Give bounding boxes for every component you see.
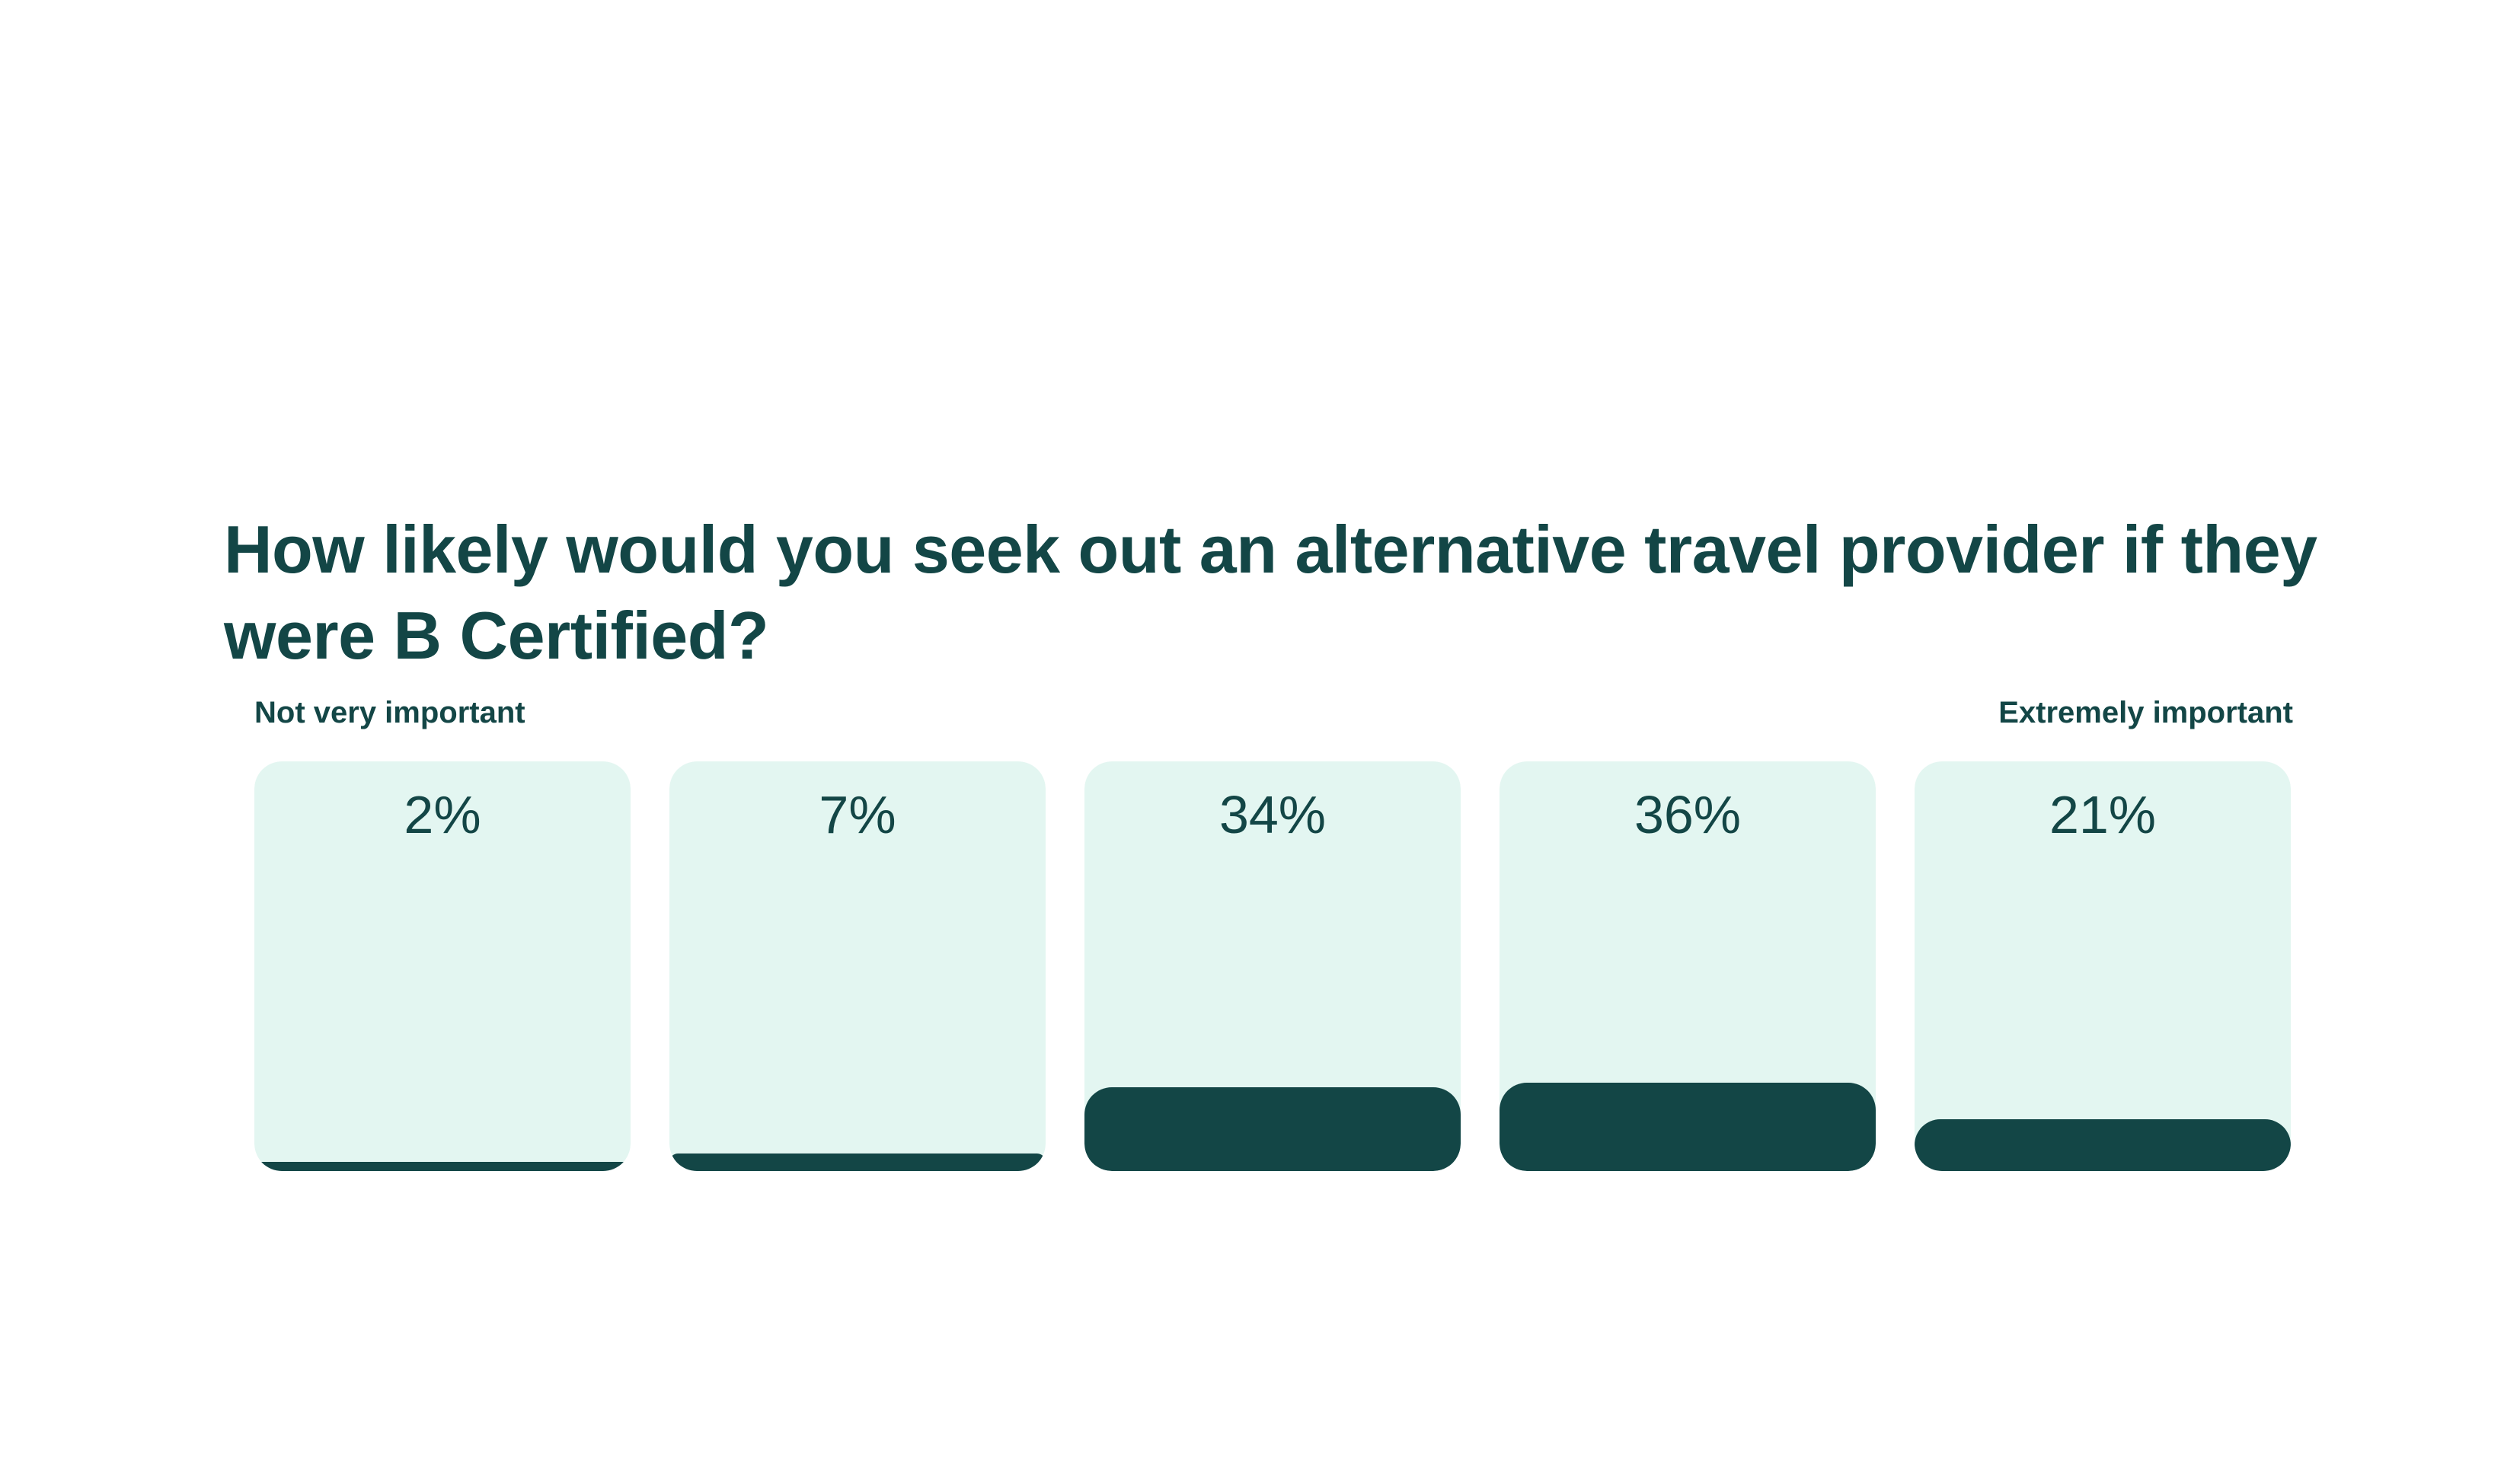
bar-track-bg <box>1915 761 2291 1171</box>
bar-fill <box>1084 1087 1461 1171</box>
bar-value-label: 21% <box>2049 785 2157 844</box>
bar-fill <box>669 1154 1046 1171</box>
bar-1: 2% <box>254 761 631 1171</box>
bar-track-bg <box>669 761 1046 1171</box>
bar-fill <box>254 1162 631 1171</box>
scale-low-label: Not very important <box>254 696 525 729</box>
bar-4: 36% <box>1500 761 1876 1171</box>
bar-fill <box>1500 1082 1876 1171</box>
bar-track-bg <box>254 761 631 1171</box>
bar-value-label: 2% <box>404 785 481 844</box>
bar-5: 21% <box>1915 761 2291 1171</box>
bar-value-label: 34% <box>1218 785 1327 844</box>
scale-high-label: Extremely important <box>1998 696 2293 729</box>
chart-title: How likely would you seek out an alterna… <box>224 512 2317 673</box>
bar-value-label: 36% <box>1634 785 1742 844</box>
bar-value-label: 7% <box>819 785 896 844</box>
bar-3: 34% <box>1084 761 1461 1171</box>
bar-2: 7% <box>669 761 1046 1171</box>
bar-group: 2% 7% 34% 36% 21% <box>254 761 2293 1171</box>
bar-fill <box>1915 1119 2291 1171</box>
